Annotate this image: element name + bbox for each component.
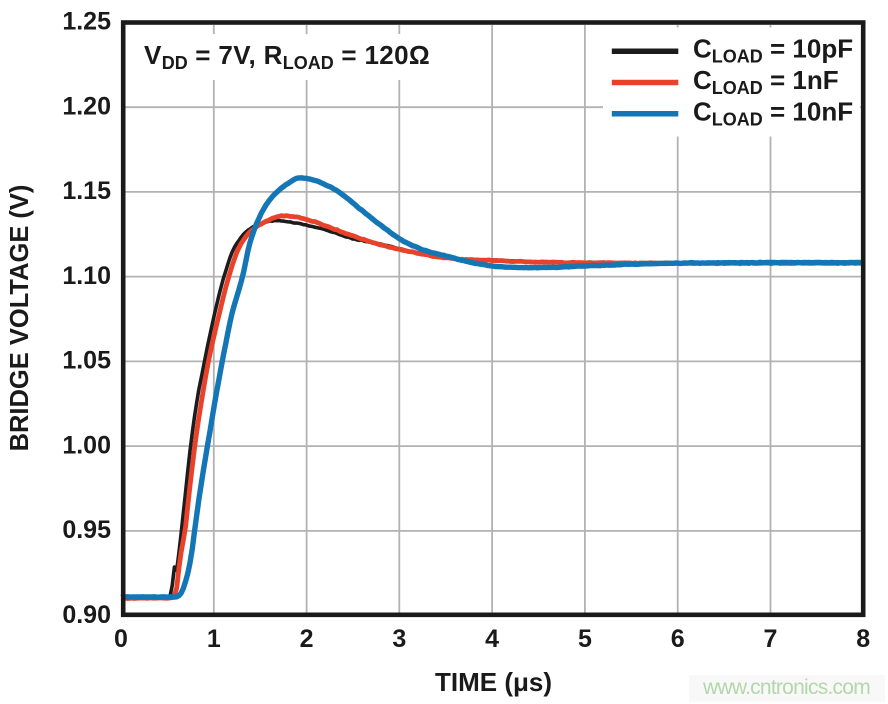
svg-text:1: 1: [207, 625, 221, 653]
svg-text:2: 2: [300, 625, 314, 653]
svg-text:0.95: 0.95: [62, 516, 111, 544]
svg-text:1.00: 1.00: [62, 431, 111, 459]
svg-text:VDD = 7V, RLOAD = 120Ω: VDD = 7V, RLOAD = 120Ω: [144, 40, 430, 73]
svg-text:1.25: 1.25: [62, 8, 111, 36]
svg-text:6: 6: [671, 625, 685, 653]
svg-text:1.15: 1.15: [62, 177, 111, 205]
svg-text:0: 0: [114, 625, 128, 653]
svg-text:1.20: 1.20: [62, 93, 111, 121]
svg-text:CLOAD = 1nF: CLOAD = 1nF: [693, 65, 839, 98]
svg-text:3: 3: [392, 625, 406, 653]
svg-text:www.cntronics.com: www.cntronics.com: [702, 676, 870, 699]
svg-text:4: 4: [485, 625, 499, 653]
svg-text:0.90: 0.90: [62, 601, 111, 629]
svg-text:TIME (μs): TIME (μs): [435, 667, 552, 697]
svg-text:CLOAD = 10pF: CLOAD = 10pF: [693, 34, 853, 67]
svg-text:5: 5: [578, 625, 592, 653]
svg-text:CLOAD = 10nF: CLOAD = 10nF: [693, 97, 853, 130]
svg-text:8: 8: [856, 625, 870, 653]
svg-text:1.05: 1.05: [62, 347, 111, 375]
svg-text:7: 7: [764, 625, 778, 653]
svg-text:1.10: 1.10: [62, 262, 111, 290]
svg-text:BRIDGE VOLTAGE (V): BRIDGE VOLTAGE (V): [6, 185, 34, 452]
